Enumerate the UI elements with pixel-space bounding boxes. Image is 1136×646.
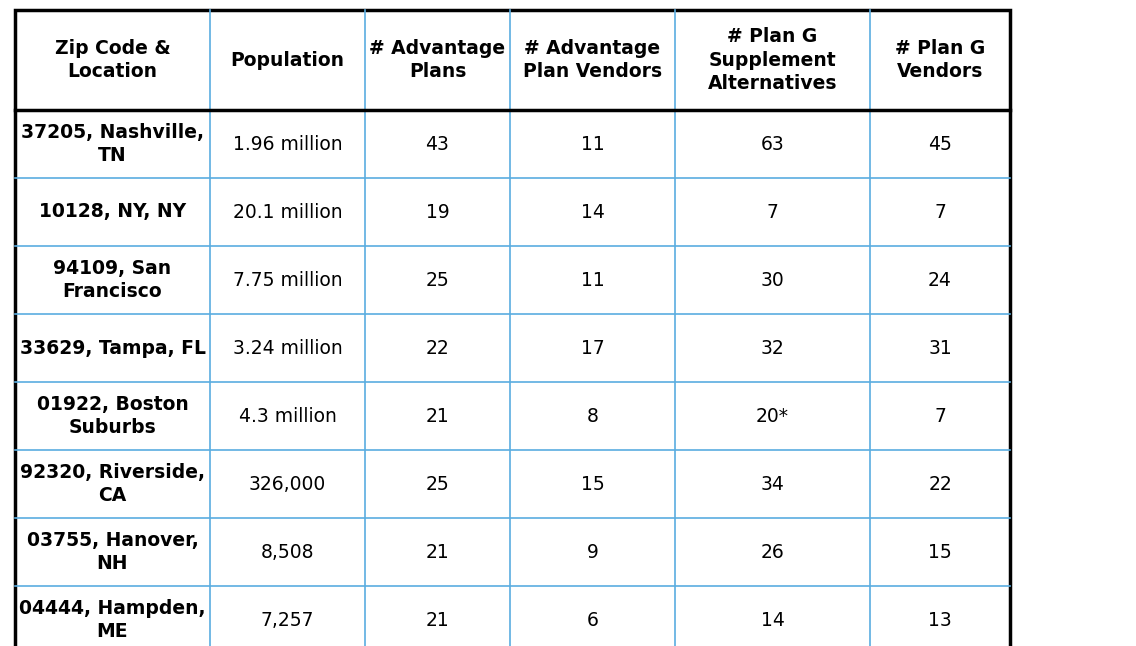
Text: 9: 9 xyxy=(586,543,599,561)
Text: 7: 7 xyxy=(767,202,778,222)
Text: 6: 6 xyxy=(586,610,599,629)
Text: 7: 7 xyxy=(934,406,946,426)
Text: Population: Population xyxy=(231,50,344,70)
Text: # Advantage
Plans: # Advantage Plans xyxy=(369,39,506,81)
Text: 01922, Boston
Suburbs: 01922, Boston Suburbs xyxy=(36,395,189,437)
Text: 34: 34 xyxy=(761,475,785,494)
Text: 17: 17 xyxy=(580,339,604,357)
Text: 10128, NY, NY: 10128, NY, NY xyxy=(39,202,186,222)
Text: 26: 26 xyxy=(761,543,784,561)
Text: 37205, Nashville,
TN: 37205, Nashville, TN xyxy=(20,123,204,165)
Text: 45: 45 xyxy=(928,134,952,154)
Text: 1.96 million: 1.96 million xyxy=(233,134,342,154)
Text: 92320, Riverside,
CA: 92320, Riverside, CA xyxy=(20,463,204,505)
Text: 25: 25 xyxy=(426,475,450,494)
Text: 326,000: 326,000 xyxy=(249,475,326,494)
Text: 94109, San
Francisco: 94109, San Francisco xyxy=(53,259,172,301)
Text: 21: 21 xyxy=(426,406,450,426)
Text: 30: 30 xyxy=(761,271,784,289)
Text: 3.24 million: 3.24 million xyxy=(233,339,342,357)
Text: 25: 25 xyxy=(426,271,450,289)
Text: 11: 11 xyxy=(580,134,604,154)
Text: # Plan G
Vendors: # Plan G Vendors xyxy=(895,39,985,81)
Text: 8: 8 xyxy=(586,406,599,426)
Text: 21: 21 xyxy=(426,610,450,629)
Text: 11: 11 xyxy=(580,271,604,289)
Text: 04444, Hampden,
ME: 04444, Hampden, ME xyxy=(19,599,206,641)
Text: 24: 24 xyxy=(928,271,952,289)
Text: 15: 15 xyxy=(928,543,952,561)
Text: 7.75 million: 7.75 million xyxy=(233,271,342,289)
Text: 31: 31 xyxy=(928,339,952,357)
Text: 22: 22 xyxy=(928,475,952,494)
Text: 7: 7 xyxy=(934,202,946,222)
Text: 21: 21 xyxy=(426,543,450,561)
Text: 22: 22 xyxy=(426,339,450,357)
Text: 03755, Hanover,
NH: 03755, Hanover, NH xyxy=(26,531,199,573)
Text: 7,257: 7,257 xyxy=(261,610,315,629)
Text: # Advantage
Plan Vendors: # Advantage Plan Vendors xyxy=(523,39,662,81)
Text: 14: 14 xyxy=(761,610,785,629)
Text: 4.3 million: 4.3 million xyxy=(239,406,336,426)
Text: 20.1 million: 20.1 million xyxy=(233,202,342,222)
Text: 32: 32 xyxy=(761,339,784,357)
Bar xyxy=(15,10,1010,646)
Text: Zip Code &
Location: Zip Code & Location xyxy=(55,39,170,81)
Text: 8,508: 8,508 xyxy=(261,543,315,561)
Text: 19: 19 xyxy=(426,202,450,222)
Text: 15: 15 xyxy=(580,475,604,494)
Text: 63: 63 xyxy=(761,134,784,154)
Text: 33629, Tampa, FL: 33629, Tampa, FL xyxy=(19,339,206,357)
Text: 20*: 20* xyxy=(755,406,790,426)
Text: 13: 13 xyxy=(928,610,952,629)
Text: 14: 14 xyxy=(580,202,604,222)
Text: 43: 43 xyxy=(426,134,450,154)
Text: # Plan G
Supplement
Alternatives: # Plan G Supplement Alternatives xyxy=(708,27,837,93)
